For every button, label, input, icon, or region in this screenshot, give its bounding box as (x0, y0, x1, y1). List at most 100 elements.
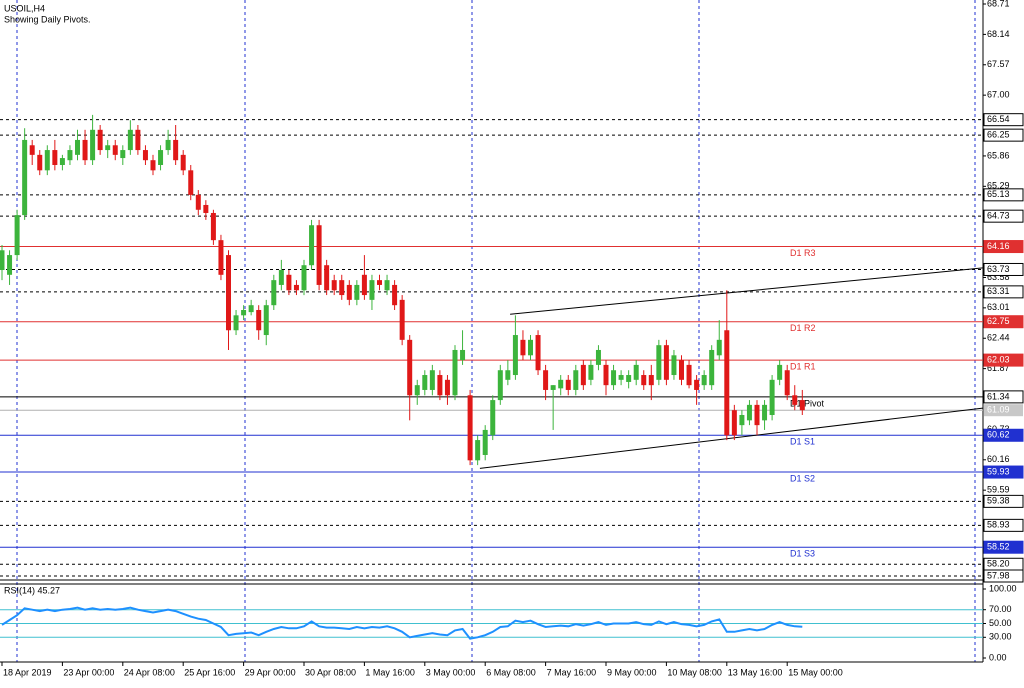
candle-body (241, 309, 247, 316)
candle-body (754, 404, 760, 426)
candle-body (558, 379, 564, 389)
candle-body (641, 375, 647, 386)
candle-body (226, 255, 231, 331)
candle-body (142, 150, 148, 161)
candle-body (120, 150, 126, 159)
y-tick-label: 67.57 (987, 59, 1010, 69)
candle-body (309, 225, 315, 266)
rsi-y-tick-label: 100.00 (989, 583, 1017, 593)
candle-body (497, 370, 503, 401)
candle-body (679, 360, 684, 380)
x-tick-label: 1 May 16:00 (365, 667, 415, 677)
level-label: 59.38 (987, 496, 1010, 506)
level-label: 58.20 (987, 559, 1010, 569)
chart-title: USOIL,H4 (4, 3, 45, 13)
candle-body (29, 145, 35, 155)
candle-body (739, 415, 745, 426)
candle-body (271, 280, 277, 306)
candle-body (580, 364, 586, 386)
candle-body (0, 250, 5, 271)
candle-body (233, 315, 239, 331)
candle-body (248, 305, 254, 313)
x-tick-label: 10 May 08:00 (667, 667, 722, 677)
pivot-box (983, 240, 1024, 254)
candle-body (158, 150, 164, 165)
candle-body (422, 375, 428, 390)
candle-body (429, 370, 435, 390)
pivot-name: D1 S3 (790, 549, 815, 559)
pivot-label: 61.34 (987, 391, 1010, 401)
y-tick-label: 61.87 (987, 363, 1010, 373)
pivot-name: D1 S1 (790, 437, 815, 447)
pivot-box (983, 390, 1024, 404)
y-tick-label: 67.00 (987, 90, 1010, 100)
candle-body (173, 139, 179, 161)
candle-body (444, 379, 450, 396)
candle-body (475, 440, 481, 461)
level-box (983, 518, 1024, 532)
candle-body (7, 255, 13, 275)
pivot-box (983, 465, 1024, 479)
candle-body (686, 364, 692, 386)
candle-body (361, 274, 367, 296)
candle-body (263, 305, 269, 336)
candle-body (452, 349, 458, 396)
candle-body (512, 335, 518, 376)
candle-body (414, 385, 420, 396)
candle-body (467, 395, 473, 461)
level-label: 65.13 (987, 189, 1010, 199)
x-tick-label: 25 Apr 16:00 (184, 667, 235, 677)
candle-body (746, 404, 752, 421)
x-tick-label: 29 Apr 00:00 (245, 667, 296, 677)
candle-body (792, 395, 798, 405)
candle-body (626, 375, 632, 382)
candle-body (90, 129, 96, 161)
candle-body (648, 375, 654, 386)
candle-body (14, 215, 20, 256)
y-tick-label: 63.58 (987, 272, 1010, 282)
x-tick-label: 23 Apr 00:00 (63, 667, 114, 677)
rsi-y-tick-label: 70.00 (989, 604, 1012, 614)
chart-subtitle: Showing Daily Pivots. (4, 14, 91, 24)
pivot-label: 59.93 (987, 466, 1010, 476)
trendline (510, 267, 983, 315)
candle-body (135, 129, 141, 151)
candle-body (618, 375, 624, 380)
candle-body (22, 139, 28, 216)
level-box (983, 113, 1024, 127)
level-label: 58.93 (987, 520, 1010, 530)
candle-body (656, 345, 662, 380)
rsi-y-tick-label: 50.00 (989, 618, 1012, 628)
pivot-label: 62.03 (987, 354, 1010, 364)
candle-body (188, 170, 194, 195)
bid-box (984, 404, 1023, 417)
level-label: 57.98 (987, 570, 1010, 580)
pivot-box (983, 315, 1024, 329)
candle-body (716, 339, 722, 356)
candle-body (550, 385, 556, 390)
candle-body (565, 379, 571, 390)
candle-body (59, 158, 65, 165)
candle-body (324, 265, 330, 291)
candle-body (37, 154, 43, 171)
x-tick-label: 9 May 00:00 (607, 667, 657, 677)
pivot-box (983, 540, 1024, 554)
candle-body (384, 280, 390, 291)
pivot-label: 64.16 (987, 241, 1010, 251)
pivot-label: 60.62 (987, 430, 1010, 440)
candle-body (195, 194, 201, 210)
candle-body (369, 280, 375, 300)
y-tick-label: 62.44 (987, 333, 1010, 343)
level-label: 63.31 (987, 286, 1010, 296)
candle-body (399, 299, 405, 340)
y-tick-label: 63.01 (987, 302, 1010, 312)
x-tick-label: 18 Apr 2019 (3, 667, 52, 677)
candle-body (256, 309, 262, 331)
x-tick-label: 6 May 08:00 (486, 667, 536, 677)
candle-body (603, 364, 609, 386)
candle-body (316, 225, 322, 285)
candle-body (127, 129, 133, 151)
level-box (983, 285, 1024, 299)
candle-body (67, 150, 73, 161)
